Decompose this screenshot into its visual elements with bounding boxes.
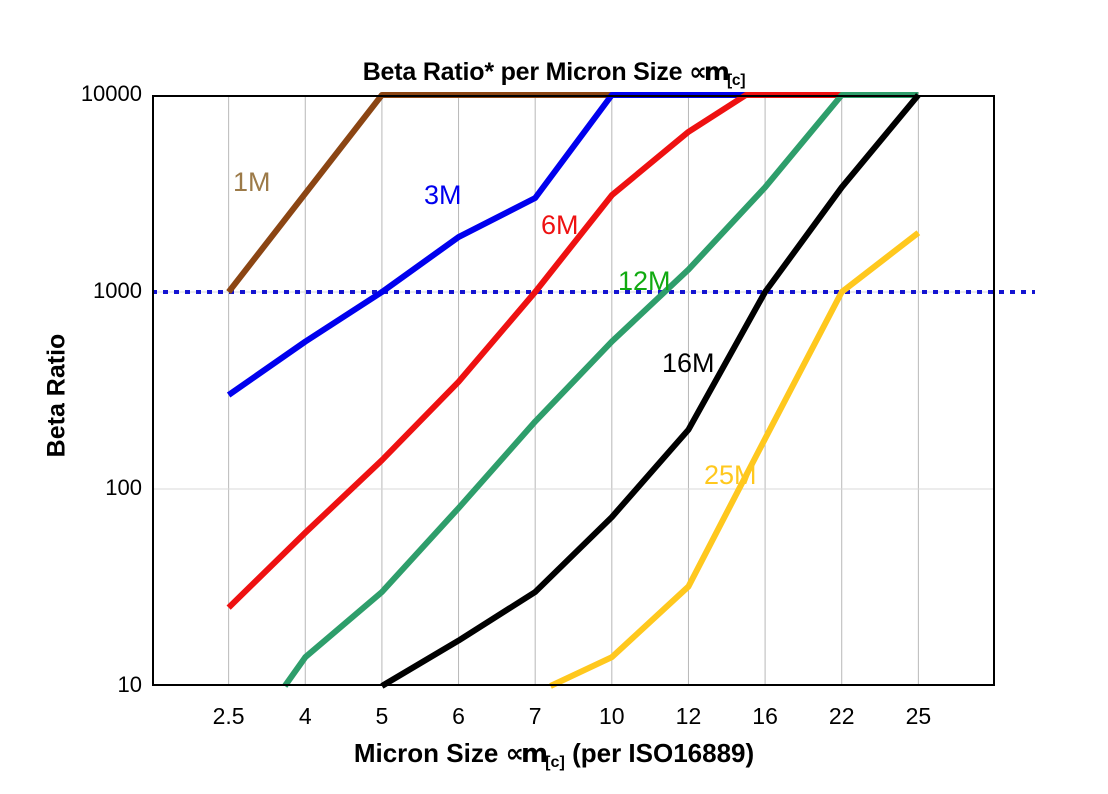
x-axis-title-pre: Micron Size [353, 738, 506, 768]
y-tick-label-1000: 1000 [93, 278, 142, 303]
series-line-12M[interactable] [282, 92, 919, 688]
chart-title-subscript: [c] [726, 71, 746, 89]
x-tick-label-6: 6 [452, 703, 465, 729]
x-tick-label-5: 5 [375, 703, 389, 729]
series-label-25M: 25M [704, 460, 757, 490]
x-tick-label-4: 4 [298, 703, 312, 729]
x-tick-label-2.5: 2.5 [212, 703, 245, 729]
y-tick-label-100: 100 [105, 475, 142, 500]
x-tick-label-22: 22 [828, 703, 855, 729]
x-tick-label-25: 25 [905, 703, 932, 729]
series-line-6M[interactable] [226, 92, 919, 610]
x-axis-micron-symbol: ∝m [505, 739, 549, 769]
series-label-1M: 1M [233, 167, 271, 197]
series-label-3M: 3M [424, 180, 462, 210]
series-label-12M: 12M [618, 266, 671, 296]
x-tick-label-7: 7 [528, 703, 542, 729]
y-tick-label-10000: 10000 [80, 81, 142, 106]
chart-title-micron-symbol: ∝m [689, 57, 730, 86]
chart-title-main: Beta Ratio* per Micron Size [362, 58, 690, 86]
series-line-16M[interactable] [380, 93, 921, 689]
x-tick-label-10: 10 [599, 703, 625, 729]
chart-title: Beta Ratio* per Micron Size ∝m[c] [0, 57, 1108, 90]
y-tick-label-10: 10 [117, 672, 142, 697]
x-tick-label-16: 16 [752, 703, 778, 729]
x-axis-title-post: (per ISO16889) [564, 738, 755, 768]
series-label-16M: 16M [662, 348, 715, 378]
plot-frame [152, 95, 995, 686]
x-axis-title: Micron Size ∝m[c] (per ISO16889) [0, 738, 1108, 772]
y-axis-tick-labels: 10 100 1000 10000 [10, 0, 142, 794]
x-axis-subscript: [c] [545, 753, 565, 772]
series-line-25M[interactable] [549, 230, 921, 689]
series-label-6M: 6M [541, 210, 579, 240]
x-tick-label-12: 12 [675, 703, 702, 729]
